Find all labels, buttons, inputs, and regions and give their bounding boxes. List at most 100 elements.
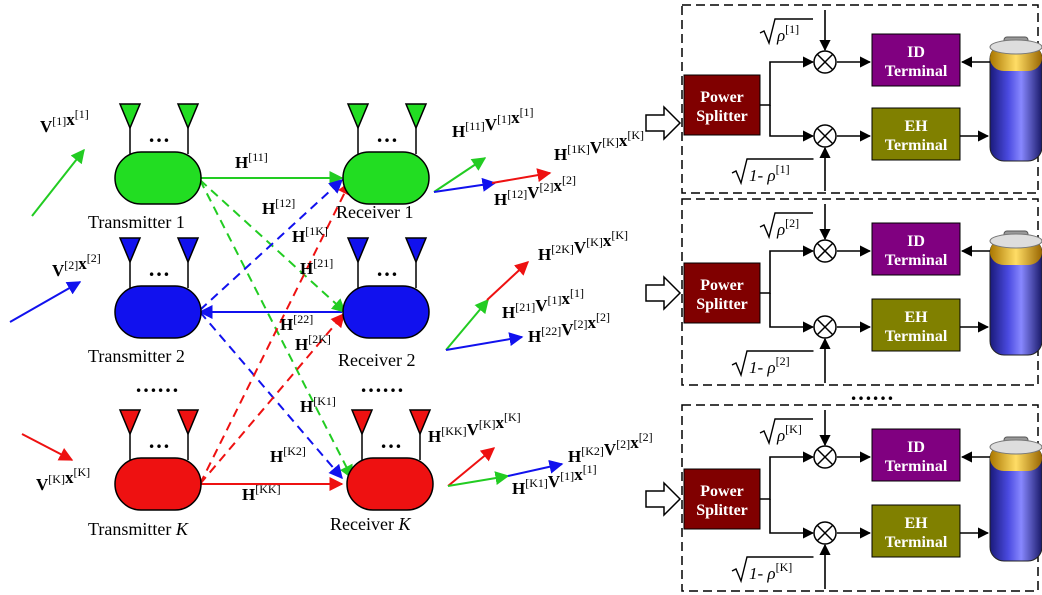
rx1-signal-2: H[12]V[2]x[2] <box>494 173 576 209</box>
text-part: H <box>568 447 581 466</box>
shape-rect <box>683 74 761 136</box>
text-part: 1- ρ <box>749 166 776 185</box>
input-hollow-arrow-icon <box>645 105 682 141</box>
rx2-signal-1: H[21]V[1]x[1] <box>502 286 584 322</box>
antenna-ellipsis: … <box>376 122 398 147</box>
node-body <box>346 457 434 511</box>
text-part: x <box>603 231 612 250</box>
text-part: H <box>295 335 308 354</box>
text-part: [K] <box>611 228 628 242</box>
text-part: [2] <box>562 173 576 187</box>
text-part: 1- ρ <box>749 564 776 583</box>
text-part: V <box>561 320 574 339</box>
rxk-arrow-green <box>447 471 510 487</box>
antenna-icon <box>118 409 142 436</box>
receiver-1: … <box>342 103 430 205</box>
connector-line <box>769 499 815 539</box>
text-part: [21] <box>313 256 333 270</box>
text-part: [K1] <box>313 394 336 408</box>
rx2-signal-k: H[2K]V[K]x[K] <box>538 228 628 264</box>
text-part: V <box>535 296 548 315</box>
text-part: H <box>280 315 293 334</box>
text-part: H <box>528 327 541 346</box>
node-body <box>114 151 202 205</box>
input-label-1: V[1]x[1] <box>40 107 89 136</box>
sqrt-icon <box>759 418 813 446</box>
label-text: Terminal <box>885 534 948 551</box>
rxk-arrow-blue <box>507 459 564 477</box>
rx1-signal-1: H[11]V[1]x[1] <box>452 105 534 141</box>
node-body <box>342 285 430 339</box>
rx2-arrow-red <box>486 261 530 301</box>
power-splitter: Power Splitter <box>683 468 761 530</box>
text-part: V <box>40 117 53 136</box>
antenna-ellipsis: … <box>380 428 402 453</box>
text-part: [K] <box>785 422 802 436</box>
label-text: Splitter <box>696 296 748 313</box>
g-element: Transmitter 1 Transmitter 2 Transmitter … <box>88 202 415 539</box>
rx1-signal-k: H[1K]V[K]x[K] <box>554 128 644 164</box>
text-part: [1] <box>75 107 89 121</box>
text-part: x <box>574 465 583 484</box>
antenna-icon <box>176 409 200 436</box>
text-part: H <box>494 190 507 209</box>
link-h21 <box>199 179 347 313</box>
battery-icon <box>989 36 1042 162</box>
shape-round <box>989 233 1042 249</box>
rx2-arrow-green <box>445 298 489 351</box>
antenna-ellipsis: … <box>376 256 398 281</box>
node-body <box>342 151 430 205</box>
text-part: H <box>300 259 313 278</box>
tx1-label: Transmitter 1 <box>88 212 185 232</box>
text-part: H <box>242 485 255 504</box>
text-part: x <box>66 110 75 129</box>
text-part: [1K] <box>305 224 328 238</box>
channel-label-h21: H[21] <box>300 256 333 278</box>
text-part: [K] <box>504 410 521 424</box>
label-text: EH <box>904 118 928 135</box>
power-splitter: Power Splitter <box>683 262 761 324</box>
antenna-icon <box>176 237 200 264</box>
text-part: [2] <box>776 354 790 368</box>
text-part: x <box>511 108 520 127</box>
text-part: [1] <box>548 293 562 307</box>
rx2-signal-2: H[22]V[2]x[2] <box>528 310 610 346</box>
shape-rect <box>871 33 961 87</box>
text-part: [1] <box>776 162 790 176</box>
shape-rect <box>871 298 961 352</box>
id-terminal: ID Terminal <box>871 428 961 482</box>
label-text: Terminal <box>885 252 948 269</box>
channel-label-h1k: H[1K] <box>292 224 328 246</box>
rho-top-1: ρ[1] <box>776 22 799 45</box>
connector-line <box>816 53 834 71</box>
text-part: x <box>65 468 74 487</box>
text-part: H <box>300 397 313 416</box>
antenna-ellipsis: … <box>148 256 170 281</box>
receiver-2: … <box>342 237 430 339</box>
text-part: [21] <box>515 300 535 314</box>
shape-round <box>989 39 1042 55</box>
connector-line <box>816 318 834 336</box>
text-part: [1] <box>785 22 799 36</box>
label-text: EH <box>904 515 928 532</box>
text-part: V <box>485 115 498 134</box>
label-text: ID <box>907 44 925 61</box>
text-part: x <box>554 176 563 195</box>
rx1-arrow-blue <box>433 177 497 193</box>
text-part: [K] <box>73 465 90 479</box>
text-part: ρ <box>776 426 785 445</box>
text-part: x <box>562 289 571 308</box>
eh-terminal: EH Terminal <box>871 107 961 161</box>
channel-label-h11: H[11] <box>235 150 268 172</box>
sqrt-icon <box>731 350 814 378</box>
text-part: [1] <box>583 462 597 476</box>
channel-label-hk1: H[K1] <box>300 394 336 416</box>
connector-line <box>816 448 834 466</box>
eh-terminal: EH Terminal <box>871 504 961 558</box>
text-part: [2] <box>540 180 554 194</box>
text-part: H <box>538 245 551 264</box>
input-arrow-1 <box>31 148 85 217</box>
text-part: [K] <box>776 560 793 574</box>
receiver-panel-2: PowerSplitterIDTerminalEHTerminalρ[2]1- … <box>645 198 1042 386</box>
text-part: [12] <box>275 196 295 210</box>
